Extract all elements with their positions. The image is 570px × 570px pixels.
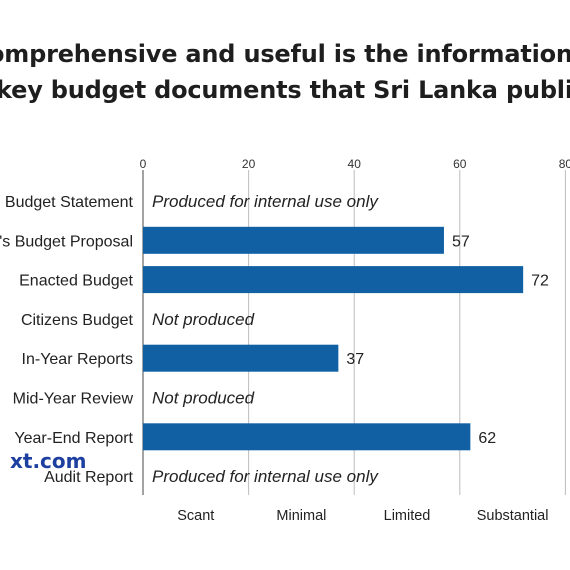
category-label: Audit Report — [44, 469, 133, 486]
x-tick-label: 60 — [453, 157, 467, 171]
watermark: xt.com — [10, 449, 87, 473]
x-tick-label: 40 — [348, 157, 362, 171]
band-label: Substantial — [477, 508, 549, 524]
category-label: In-Year Reports — [22, 351, 133, 368]
band-label: Limited — [384, 508, 431, 524]
bar — [143, 226, 444, 254]
band-label: Minimal — [276, 508, 326, 524]
chart-title-line-2: key budget documents that Sri Lanka publ… — [0, 76, 570, 104]
x-tick-label: 20 — [242, 157, 256, 171]
category-label: 's Budget Proposal — [0, 233, 133, 250]
category-label: Budget Statement — [5, 194, 134, 211]
chart-title-line-1: omprehensive and useful is the informati… — [0, 40, 570, 68]
category-label: Mid-Year Review — [13, 391, 134, 408]
bar-note: Not produced — [152, 389, 255, 408]
category-label: Year-End Report — [14, 430, 133, 447]
category-label: Citizens Budget — [21, 312, 134, 329]
bar-note: Produced for internal use only — [152, 192, 379, 211]
data-label: 72 — [531, 273, 549, 290]
bar-note: Produced for internal use only — [152, 467, 379, 486]
data-label: 57 — [452, 233, 470, 250]
data-label: 37 — [346, 351, 364, 368]
x-tick-label: 80 — [559, 157, 570, 171]
bar — [143, 423, 471, 451]
band-label: Scant — [177, 508, 214, 524]
category-label: Enacted Budget — [19, 273, 133, 290]
bar-note: Not produced — [152, 310, 255, 329]
x-tick-label: 0 — [140, 157, 147, 171]
data-label: 62 — [478, 430, 496, 447]
bar — [143, 344, 339, 372]
bar — [143, 266, 524, 294]
